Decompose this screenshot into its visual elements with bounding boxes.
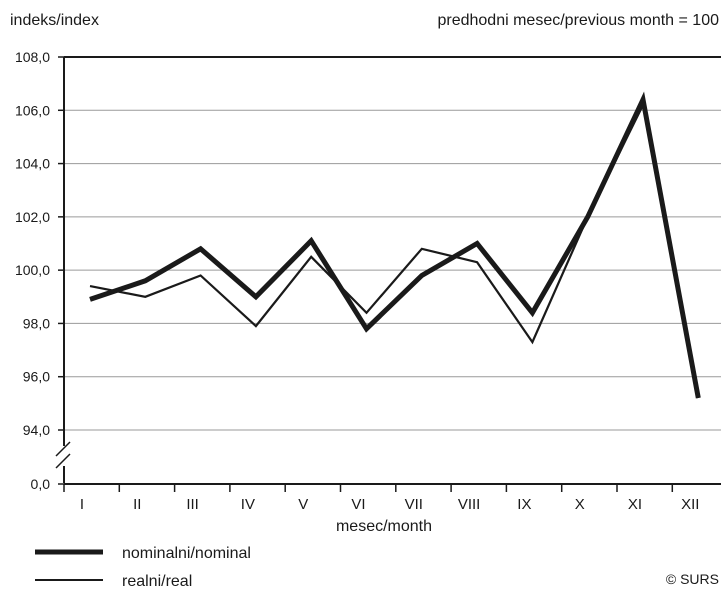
y-axis-label: indeks/index: [10, 12, 99, 29]
legend-label-real: realni/real: [122, 573, 192, 589]
legend: nominalni/nominal realni/real: [35, 545, 251, 589]
x-axis-ticks: I II III IV V VI VII VIII IX X XI XII: [63, 484, 699, 513]
y-tick-label: 96,0: [23, 369, 50, 385]
y-tick-label: 104,0: [15, 156, 50, 172]
x-tick-label: VII: [405, 496, 423, 513]
y-tick-label: 98,0: [23, 315, 50, 331]
x-tick-label: III: [186, 496, 199, 513]
x-tick-label: I: [80, 496, 84, 513]
series-lines: [89, 91, 701, 399]
chart-subtitle: predhodni mesec/previous month = 100: [437, 12, 719, 29]
x-tick-label: IX: [517, 496, 531, 513]
y-tick-label: 108,0: [15, 49, 50, 65]
grid-lines: [64, 56, 721, 431]
x-tick-label: X: [575, 496, 585, 513]
x-axis-label: mesec/month: [336, 518, 432, 535]
x-tick-label: V: [298, 496, 308, 513]
copyright-credit: © SURS: [666, 571, 719, 587]
y-tick-label: 94,0: [23, 422, 50, 438]
axis-break-mark: [55, 441, 72, 469]
x-tick-label: VI: [351, 496, 365, 513]
x-tick-label: XII: [681, 496, 699, 513]
x-tick-label: VIII: [458, 496, 481, 513]
series-line-nominal: [89, 91, 701, 399]
y-tick-label: 102,0: [15, 209, 50, 225]
x-tick-label: XI: [628, 496, 642, 513]
series-line-real: [89, 101, 700, 399]
y-tick-label: 0,0: [31, 476, 51, 492]
y-tick-label: 100,0: [15, 262, 50, 278]
legend-label-nominal: nominalni/nominal: [122, 545, 251, 562]
x-tick-label: IV: [241, 496, 255, 513]
x-tick-label: II: [133, 496, 141, 513]
y-tick-label: 106,0: [15, 102, 50, 118]
y-axis-ticks: 108,0 106,0 104,0 102,0 100,0 98,0 96,0 94,0 0,0: [15, 49, 64, 492]
